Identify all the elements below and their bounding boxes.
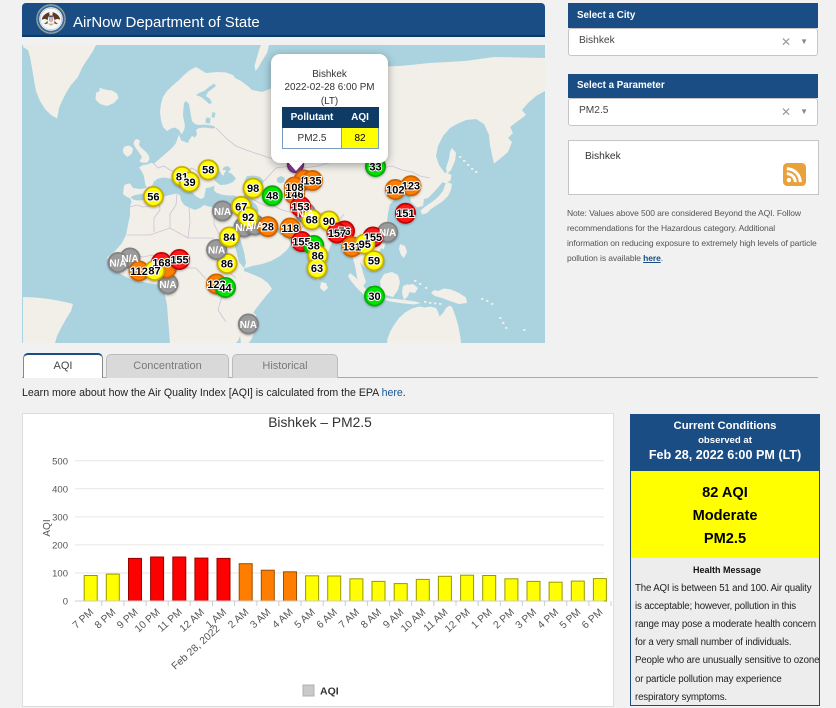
svg-text:N/A: N/A xyxy=(297,209,314,220)
svg-text:155: 155 xyxy=(364,232,382,244)
svg-text:58: 58 xyxy=(202,165,214,177)
svg-text:68: 68 xyxy=(306,215,318,227)
svg-text:8: 8 xyxy=(301,175,307,187)
svg-text:48: 48 xyxy=(266,191,278,203)
svg-text:0: 0 xyxy=(63,597,68,608)
svg-text:N/A: N/A xyxy=(121,254,138,265)
svg-text:90: 90 xyxy=(323,216,335,228)
svg-text:59: 59 xyxy=(368,256,380,268)
svg-text:N/A: N/A xyxy=(208,245,225,256)
svg-text:122: 122 xyxy=(207,279,225,291)
svg-text:44: 44 xyxy=(219,282,232,294)
svg-text:112: 112 xyxy=(130,266,148,278)
svg-text:155: 155 xyxy=(170,254,188,266)
svg-text:67: 67 xyxy=(235,201,247,213)
svg-text:30: 30 xyxy=(368,291,380,303)
svg-text:95: 95 xyxy=(359,239,371,251)
svg-text:131: 131 xyxy=(343,242,361,254)
svg-text:118: 118 xyxy=(281,223,299,235)
svg-text:N/A: N/A xyxy=(109,258,126,269)
svg-text:92: 92 xyxy=(242,212,254,224)
svg-text:N/A: N/A xyxy=(246,221,263,232)
svg-text:123: 123 xyxy=(402,181,420,193)
svg-text:AQI: AQI xyxy=(320,686,339,698)
svg-text:N/A: N/A xyxy=(379,228,396,239)
svg-text:39: 39 xyxy=(183,177,195,189)
svg-text:86: 86 xyxy=(312,250,324,262)
svg-text:AQI: AQI xyxy=(42,519,53,536)
svg-text:168: 168 xyxy=(152,257,170,269)
svg-text:N/A: N/A xyxy=(159,280,176,291)
svg-text:146: 146 xyxy=(285,189,303,201)
svg-text:76: 76 xyxy=(338,226,350,238)
svg-text:500: 500 xyxy=(52,456,68,467)
svg-text:N/A: N/A xyxy=(240,320,257,331)
svg-text:81: 81 xyxy=(176,171,188,183)
svg-text:157: 157 xyxy=(328,228,346,240)
svg-text:108: 108 xyxy=(285,182,303,194)
svg-text:33: 33 xyxy=(369,161,381,173)
svg-text:28: 28 xyxy=(262,222,274,234)
svg-text:153: 153 xyxy=(291,201,309,213)
svg-text:135: 135 xyxy=(303,175,321,187)
svg-text:N/A: N/A xyxy=(214,207,231,218)
svg-text:151: 151 xyxy=(396,208,414,220)
svg-text:200: 200 xyxy=(52,540,68,551)
svg-text:56: 56 xyxy=(147,191,159,203)
svg-text:400: 400 xyxy=(52,484,68,495)
svg-text:38: 38 xyxy=(308,240,320,252)
svg-text:87: 87 xyxy=(148,265,160,277)
svg-text:N/A: N/A xyxy=(235,223,252,234)
svg-text:Bishkek – PM2.5: Bishkek – PM2.5 xyxy=(268,415,372,430)
svg-text:63: 63 xyxy=(311,263,323,275)
svg-text:155: 155 xyxy=(292,236,310,248)
svg-text:300: 300 xyxy=(52,512,68,523)
svg-text:100: 100 xyxy=(52,569,68,580)
svg-text:98: 98 xyxy=(247,183,259,195)
svg-text:84: 84 xyxy=(223,232,236,244)
svg-text:102: 102 xyxy=(386,184,404,196)
svg-text:86: 86 xyxy=(221,258,233,270)
